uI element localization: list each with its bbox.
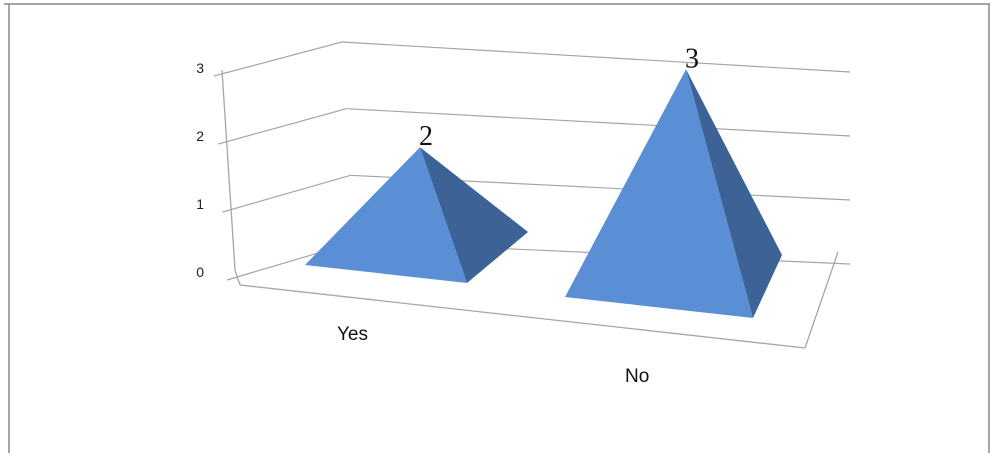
left-wall-edge [221, 69, 236, 271]
pyramid-side-face [686, 69, 782, 318]
left-wall-gridline [222, 174, 351, 213]
back-wall-gridline [346, 108, 851, 137]
pyramid-marks [305, 69, 782, 318]
category-label-no: No [625, 366, 649, 387]
left-wall-gridline [218, 108, 347, 145]
y-tick-label: 0 [196, 264, 204, 280]
floor-front-edge [239, 284, 806, 349]
y-axis-ticks: 0 1 2 3 [196, 60, 204, 280]
pyramid-front-face [565, 69, 753, 318]
pyramid-side-face [420, 147, 528, 283]
pyramid-front-face [305, 147, 467, 283]
y-tick-label: 1 [196, 196, 204, 212]
data-label-yes: 2 [419, 121, 433, 152]
pyramid-yes [305, 147, 528, 283]
category-labels: Yes No [337, 324, 649, 387]
pyramid-no [565, 69, 782, 318]
left-wall-gridline [213, 41, 343, 77]
y-tick-label: 3 [196, 60, 204, 76]
y-tick-label: 2 [196, 128, 204, 144]
back-wall-gridline [341, 41, 851, 73]
data-label-no: 3 [685, 43, 699, 74]
category-label-yes: Yes [337, 324, 368, 345]
data-labels: 23 [419, 43, 699, 152]
floor-right-edge [804, 251, 839, 349]
